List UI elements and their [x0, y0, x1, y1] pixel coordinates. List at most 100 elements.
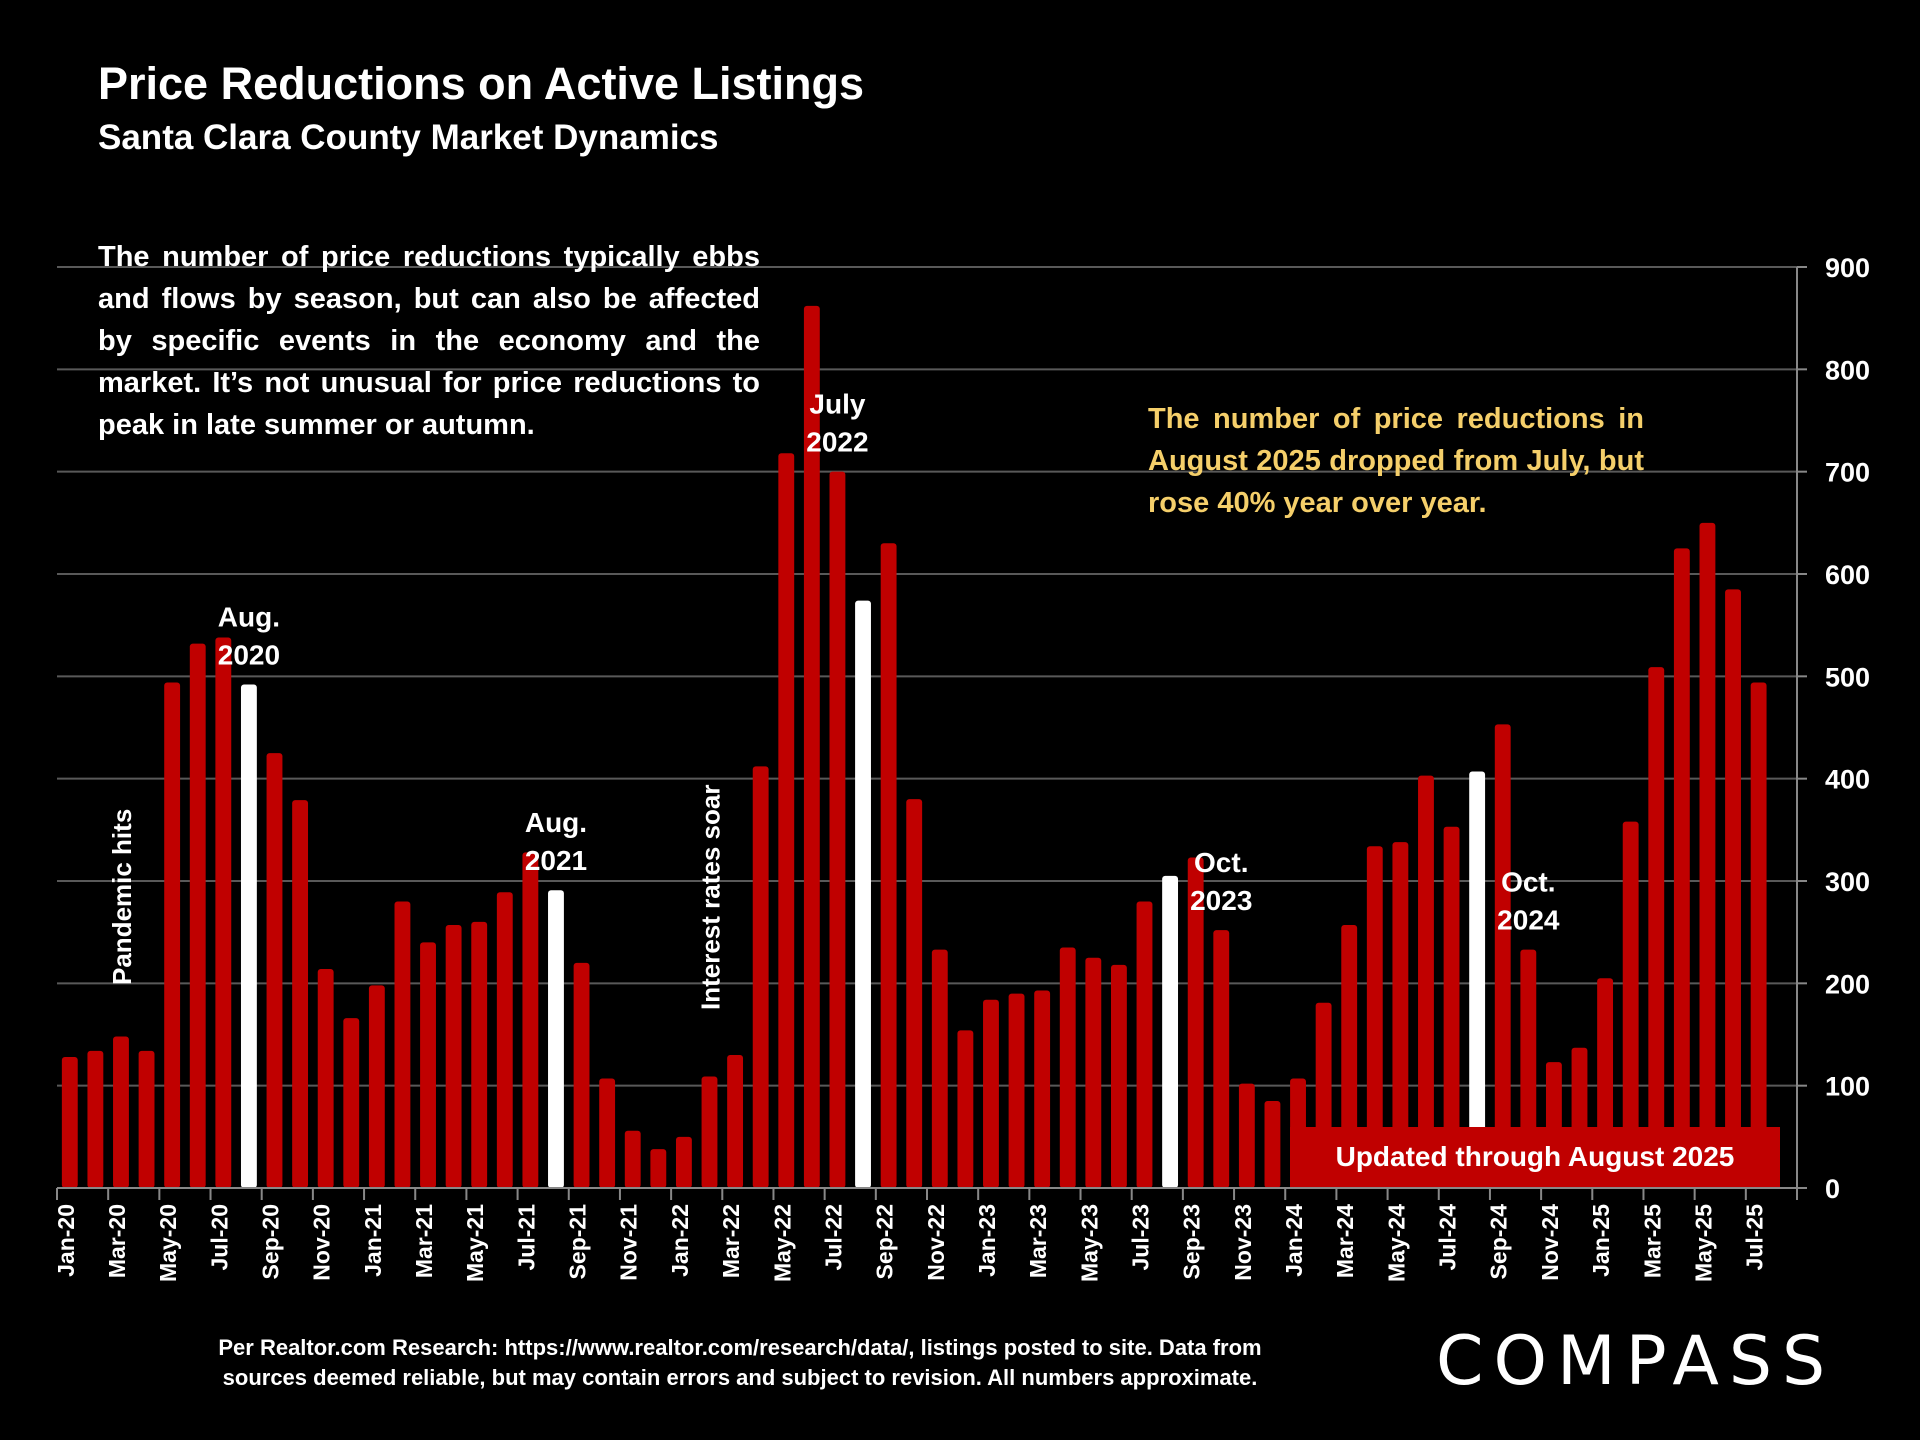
bar: [420, 942, 436, 1188]
y-tick-label: 900: [1825, 253, 1870, 283]
bar: [1648, 667, 1665, 1188]
x-tick-label: Jul-24: [1435, 1204, 1461, 1271]
bar: [1264, 1101, 1281, 1188]
highlight-bar: [1469, 771, 1486, 1188]
x-tick-label: May-22: [769, 1204, 795, 1282]
bar: [496, 892, 513, 1188]
x-tick-label: Jul-20: [206, 1204, 232, 1270]
bar: [445, 925, 462, 1188]
bar: [1622, 821, 1639, 1188]
bar: [368, 985, 385, 1188]
x-tick-label: Jan-23: [974, 1204, 1000, 1277]
bar: [675, 1136, 692, 1188]
bar: [1699, 522, 1716, 1188]
highlight-bar: [855, 600, 871, 1188]
bar: [1341, 925, 1358, 1188]
bar: [1034, 990, 1051, 1188]
x-tick-label: May-25: [1690, 1204, 1716, 1282]
x-tick-label: Jan-24: [1281, 1204, 1307, 1277]
bar: [522, 852, 539, 1188]
bar: [1443, 826, 1460, 1188]
x-tick-label: Mar-24: [1332, 1204, 1358, 1278]
y-tick-label: 600: [1825, 560, 1870, 590]
bar: [880, 543, 897, 1188]
callout-text: The number of price reductions in August…: [1148, 403, 1644, 519]
x-tick-label: Mar-25: [1639, 1204, 1665, 1278]
x-tick-label: Jan-25: [1588, 1204, 1614, 1277]
bar: [61, 1057, 78, 1188]
annotation-label: 2023: [1190, 885, 1252, 916]
bar: [1418, 775, 1434, 1188]
chart-subtitle: Santa Clara County Market Dynamics: [98, 118, 719, 157]
bar: [113, 1036, 129, 1188]
x-tick-label: May-20: [155, 1204, 181, 1282]
bar: [394, 901, 411, 1188]
annotation-label: 2024: [1497, 905, 1560, 936]
y-tick-label: 0: [1825, 1174, 1840, 1204]
bar: [778, 453, 795, 1188]
highlight-bar: [548, 890, 564, 1188]
y-tick-label: 800: [1825, 355, 1870, 385]
x-tick-label: Jul-23: [1128, 1204, 1154, 1270]
bar: [1392, 842, 1409, 1188]
bar: [1008, 993, 1025, 1188]
x-tick-label: Sep-23: [1179, 1204, 1205, 1279]
bar: [650, 1149, 667, 1188]
bar: [164, 682, 181, 1188]
y-tick-label: 100: [1825, 1072, 1870, 1102]
bar: [1059, 947, 1076, 1188]
x-tick-label: Sep-21: [565, 1204, 591, 1280]
bar: [189, 643, 206, 1188]
bar: [266, 753, 283, 1188]
bar: [573, 962, 590, 1188]
x-tick-label: Jan-20: [53, 1204, 79, 1277]
bar: [1187, 857, 1204, 1188]
annotation-label: 2022: [806, 427, 868, 458]
x-tick-label: Jul-21: [513, 1204, 539, 1271]
x-tick-label: Nov-23: [1230, 1204, 1256, 1281]
bar: [1238, 1083, 1255, 1188]
annotations: Aug. 2020 Aug. 2021 July 2022 Oct. 2023 Oct. 2024…: [107, 389, 1560, 1010]
x-tick-label: May-24: [1383, 1204, 1409, 1282]
bar: [1136, 901, 1153, 1188]
chart-title: Price Reductions on Active Listings: [98, 58, 864, 109]
footer-line-1: Per Realtor.com Research: https://www.re…: [218, 1335, 1262, 1360]
x-tick-label: Sep-22: [872, 1204, 898, 1279]
x-tick-label: May-21: [462, 1204, 488, 1282]
y-tick-label: 700: [1825, 458, 1870, 488]
bar: [701, 1076, 718, 1188]
bar: [906, 799, 923, 1188]
bar: [1213, 930, 1230, 1188]
x-tick-label: Mar-21: [411, 1204, 437, 1278]
x-tick-label: Jul-22: [820, 1204, 846, 1270]
bar: [803, 305, 820, 1188]
x-tick-label: Sep-20: [258, 1204, 284, 1279]
y-tick-label: 200: [1825, 969, 1870, 999]
bar: [87, 1050, 104, 1188]
x-tick-label: Nov-21: [616, 1204, 642, 1281]
vertical-note: Pandemic hits: [107, 809, 137, 985]
x-tick-label: Mar-22: [718, 1204, 744, 1278]
bar: [624, 1130, 641, 1188]
x-axis: Jan-20 Mar-20 May-20 Jul-20 Sep-20 Nov-20 Jan-…: [53, 1187, 1798, 1282]
annotation-label: Aug.: [218, 602, 280, 633]
compass-logo: COMPASS: [1436, 1322, 1836, 1401]
x-tick-label: Nov-22: [923, 1204, 949, 1281]
x-tick-label: Mar-23: [1025, 1204, 1051, 1278]
annotation-label: July: [809, 389, 865, 420]
bar: [1750, 682, 1767, 1188]
x-tick-label: Jan-21: [360, 1204, 386, 1277]
source-footer: Per Realtor.com Research: https://www.re…: [150, 1333, 1330, 1393]
description-text: The number of price reductions typically…: [98, 241, 760, 441]
bar: [1110, 964, 1127, 1188]
x-tick-label: Jan-22: [667, 1204, 693, 1277]
y-tick-label: 300: [1825, 867, 1870, 897]
x-tick-label: Nov-20: [309, 1204, 335, 1281]
x-tick-label: Sep-24: [1486, 1204, 1512, 1280]
bar: [1725, 589, 1741, 1188]
y-axis: 0 100 200 300 400 500 600 700 800 900: [1796, 253, 1870, 1204]
bar: [752, 766, 769, 1188]
bar: [1085, 957, 1102, 1188]
y-tick-label: 400: [1825, 765, 1870, 795]
